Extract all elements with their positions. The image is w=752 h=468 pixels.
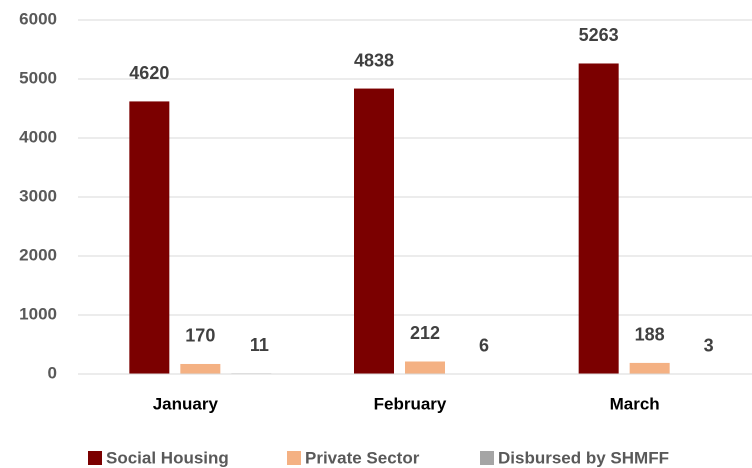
data-label: 5263 (579, 25, 619, 45)
bar (629, 362, 670, 374)
data-label: 6 (479, 335, 489, 355)
bar (578, 63, 619, 374)
bar (129, 101, 170, 375)
x-tick-label: March (610, 394, 660, 413)
bar (405, 361, 445, 374)
y-tick-label: 1000 (19, 304, 57, 323)
data-label: 4838 (354, 50, 394, 70)
data-label: 4620 (129, 63, 169, 83)
y-tick-label: 6000 (19, 9, 57, 28)
data-label: 188 (635, 325, 665, 345)
legend-label: Private Sector (305, 448, 420, 467)
bar (180, 363, 221, 374)
x-tick-label: February (374, 394, 447, 413)
legend-swatch (287, 451, 301, 465)
legend-swatch (88, 451, 102, 465)
data-label: 170 (185, 326, 215, 346)
x-tick-label: January (153, 394, 219, 413)
legend-swatch (480, 451, 494, 465)
legend-label: Social Housing (106, 448, 229, 467)
y-tick-label: 4000 (19, 127, 57, 146)
data-label: 11 (250, 335, 269, 355)
y-tick-label: 2000 (19, 245, 57, 264)
legend-label: Disbursed by SHMFF (498, 448, 669, 467)
y-tick-label: 5000 (19, 68, 57, 87)
data-label: 212 (410, 323, 440, 343)
data-label: 3 (704, 336, 714, 356)
y-tick-label: 0 (48, 363, 57, 382)
bar (354, 88, 394, 375)
y-tick-label: 3000 (19, 186, 57, 205)
